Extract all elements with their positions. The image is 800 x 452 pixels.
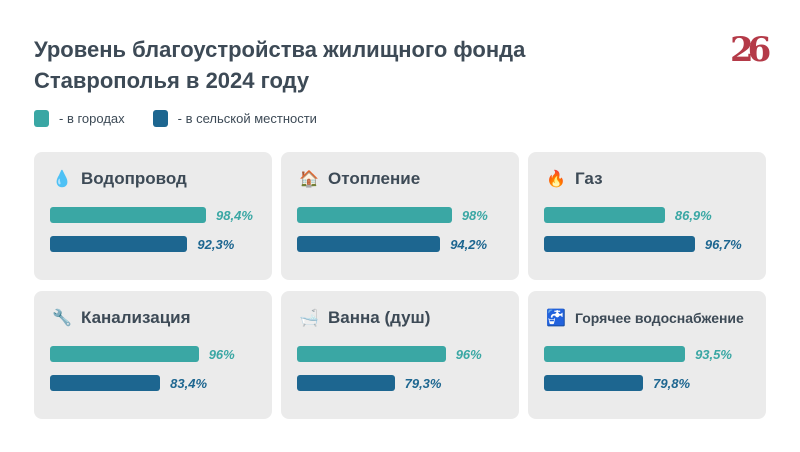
house-icon: 🏠 — [299, 171, 319, 188]
card-2: 🔥 Газ 86,9% 96,7% — [528, 152, 766, 280]
bar-city — [544, 207, 665, 223]
card-0: 💧 Водопровод 98,4% 92,3% — [34, 152, 272, 280]
bar-city — [544, 346, 686, 362]
value-label-rural: 94,2% — [450, 236, 488, 252]
category-label: Отопление — [328, 169, 421, 188]
card-title: 🏠 Отопление — [298, 169, 420, 189]
value-label-rural: 92,3% — [197, 236, 235, 252]
legend: - в городах - в сельской местности — [34, 110, 345, 127]
value-label-rural: 79,3% — [404, 375, 442, 391]
wrench-icon: 🔧 — [52, 310, 72, 327]
category-label: Ванна (душ) — [328, 308, 431, 327]
legend-swatch-rural — [152, 110, 168, 127]
rural-row: 79,8% — [544, 375, 690, 391]
bar-rural — [544, 236, 695, 252]
rural-row: 79,3% — [297, 375, 441, 391]
bathtub-icon: 🛁 — [299, 310, 319, 327]
card-title: 💧 Водопровод — [51, 169, 187, 189]
bar-city — [297, 346, 446, 362]
category-label: Горячее водоснабжение — [575, 310, 744, 326]
cards-grid: 💧 Водопровод 98,4% 92,3% 🏠 Отопление 98% 94… — [34, 152, 766, 419]
logo-26: 26 — [730, 30, 771, 70]
city-row: 96% — [297, 346, 482, 362]
card-title: 🚰 Горячее водоснабжение — [545, 308, 744, 328]
card-title: 🛁 Ванна (душ) — [298, 308, 430, 328]
city-row: 86,9% — [544, 207, 712, 223]
value-label-city: 93,5% — [695, 346, 732, 362]
value-label-rural: 79,8% — [653, 375, 691, 391]
card-4: 🛁 Ванна (душ) 96% 79,3% — [281, 291, 519, 419]
legend-label: - в сельской местности — [177, 111, 317, 126]
value-label-city: 98,4% — [216, 207, 253, 223]
bar-city — [50, 346, 199, 362]
bar-rural — [544, 375, 644, 391]
card-title: 🔧 Канализация — [51, 308, 191, 328]
legend-rural: - в сельской местности — [152, 110, 317, 127]
rural-row: 94,2% — [297, 236, 487, 252]
city-row: 96% — [50, 346, 235, 362]
rural-row: 92,3% — [50, 236, 234, 252]
value-label-rural: 96,7% — [704, 236, 742, 252]
legend-swatch-city — [34, 110, 49, 127]
faucet-icon: 🚰 — [546, 310, 566, 327]
fire-icon: 🔥 — [546, 171, 566, 188]
card-3: 🔧 Канализация 96% 83,4% — [34, 291, 272, 419]
value-label-city: 96% — [208, 346, 235, 362]
rural-row: 83,4% — [50, 375, 207, 391]
bar-rural — [50, 236, 188, 252]
city-row: 98% — [297, 207, 488, 223]
category-label: Водопровод — [81, 169, 187, 188]
bar-rural — [297, 375, 395, 391]
category-label: Газ — [575, 169, 603, 188]
value-label-city: 86,9% — [674, 207, 712, 223]
bar-rural — [50, 375, 161, 391]
bar-city — [50, 207, 207, 223]
legend-city: - в городах — [34, 110, 125, 127]
category-label: Канализация — [81, 308, 191, 327]
legend-label: - в городах — [59, 111, 125, 126]
card-1: 🏠 Отопление 98% 94,2% — [281, 152, 519, 280]
value-label-city: 98% — [461, 207, 488, 223]
value-label-rural: 83,4% — [170, 375, 208, 391]
bar-city — [297, 207, 452, 223]
value-label-city: 96% — [455, 346, 482, 362]
water-drop-icon: 💧 — [52, 171, 72, 188]
chart-title: Уровень благоустройства жилищного фонда … — [34, 37, 526, 93]
card-title: 🔥 Газ — [545, 169, 603, 189]
bar-rural — [297, 236, 441, 252]
card-5: 🚰 Горячее водоснабжение 93,5% 79,8% — [528, 291, 766, 419]
city-row: 98,4% — [50, 207, 253, 223]
rural-row: 96,7% — [544, 236, 742, 252]
city-row: 93,5% — [544, 346, 732, 362]
